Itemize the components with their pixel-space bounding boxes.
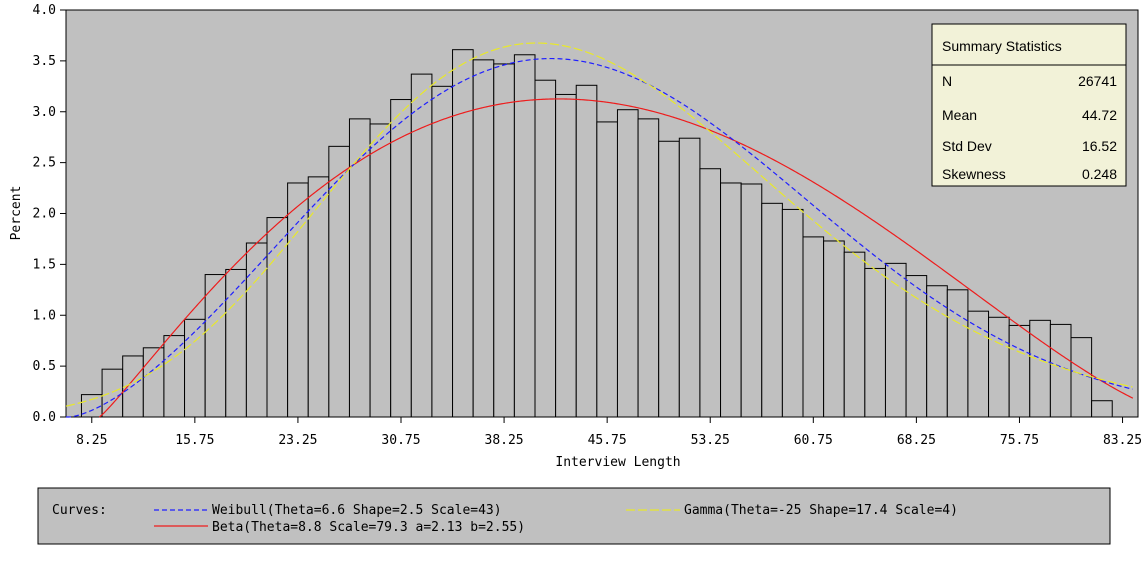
histogram-bar <box>864 267 886 418</box>
legend-entry-beta: Beta(Theta=8.8 Scale=79.3 a=2.13 b=2.55) <box>212 520 525 535</box>
histogram-bar <box>369 123 392 418</box>
y-tick-label: 2.0 <box>33 207 56 222</box>
stat-label-std-dev: Std Dev <box>942 138 992 154</box>
histogram-bar <box>307 176 330 418</box>
x-tick-label: 83.25 <box>1103 433 1142 448</box>
x-tick-label: 68.25 <box>897 433 936 448</box>
stat-value-mean: 44.72 <box>1082 107 1117 123</box>
histogram-bar <box>225 268 247 418</box>
histogram-bar <box>390 99 412 418</box>
stat-label-mean: Mean <box>942 107 977 123</box>
histogram-bar <box>988 316 1010 418</box>
histogram-bar <box>472 59 495 418</box>
histogram-bar <box>493 63 515 418</box>
histogram-bar <box>452 49 474 418</box>
x-tick-label: 45.75 <box>588 433 627 448</box>
histogram-bar <box>699 168 722 418</box>
y-axis-title: Percent <box>9 186 24 241</box>
histogram-bar <box>575 84 598 418</box>
summary-statistics-panel: Summary Statistics N 26741 Mean 44.72 St… <box>931 23 1127 187</box>
histogram-bar <box>946 289 969 418</box>
histogram-bar <box>266 217 289 418</box>
y-tick-label: 4.0 <box>33 3 56 18</box>
histogram-bar <box>905 275 928 418</box>
histogram-bar <box>1049 323 1072 418</box>
stat-label-n: N <box>942 73 952 89</box>
histogram-bar <box>658 140 680 418</box>
histogram-bar <box>410 73 433 418</box>
curve-beta <box>98 98 1134 418</box>
histogram-bar <box>843 251 866 418</box>
y-tick-label: 3.0 <box>33 105 56 120</box>
histogram-bar <box>555 93 577 418</box>
x-tick-label: 23.25 <box>278 433 317 448</box>
x-tick-label: 53.25 <box>691 433 730 448</box>
histogram-bar <box>1008 324 1031 418</box>
histogram-bar <box>163 335 186 418</box>
histogram-bar <box>596 121 618 418</box>
histogram-bar <box>616 109 639 418</box>
legend-label: Curves: <box>52 503 107 518</box>
stat-label-skewness: Skewness <box>942 166 1006 182</box>
y-tick-label: 2.5 <box>33 156 56 171</box>
histogram-bar <box>204 274 227 418</box>
histogram-bar <box>184 318 206 418</box>
curve-weibull <box>66 57 1133 418</box>
x-tick-label: 15.75 <box>175 433 214 448</box>
histogram-bar <box>823 240 845 418</box>
stat-value-n: 26741 <box>1078 73 1117 89</box>
histogram-bar <box>431 85 454 418</box>
histogram-bar <box>142 347 165 418</box>
y-tick-label: 0.5 <box>33 359 56 374</box>
x-tick-label: 38.25 <box>485 433 524 448</box>
histogram-bar <box>513 54 536 418</box>
histogram-bar <box>245 242 268 418</box>
stat-value-skewness: 0.248 <box>1082 166 1117 182</box>
legend-entry-gamma: Gamma(Theta=-25 Shape=17.4 Scale=4) <box>684 503 958 518</box>
histogram-bar <box>637 118 660 418</box>
x-tick-label: 60.75 <box>794 433 833 448</box>
curve-gamma <box>65 42 1133 407</box>
summary-title: Summary Statistics <box>942 38 1062 54</box>
histogram-bar <box>761 202 783 418</box>
x-axis-title: Interview Length <box>555 455 680 470</box>
histogram-bar <box>287 182 309 418</box>
x-tick-label: 30.75 <box>381 433 420 448</box>
histogram-bar <box>1070 337 1093 418</box>
y-tick-label: 3.5 <box>33 54 56 69</box>
legend-entry-weibull: Weibull(Theta=6.6 Shape=2.5 Scale=43) <box>212 503 502 518</box>
histogram-bar <box>101 368 124 418</box>
y-tick-label: 0.0 <box>33 410 56 425</box>
histogram-bar <box>781 208 804 418</box>
y-tick-label: 1.0 <box>33 308 56 323</box>
y-tick-label: 1.5 <box>33 257 56 272</box>
histogram-bar <box>1091 400 1113 418</box>
x-tick-label: 75.75 <box>1000 433 1039 448</box>
histogram-bar <box>884 262 907 418</box>
legend: Curves: Weibull(Theta=6.6 Shape=2.5 Scal… <box>37 487 1111 545</box>
stat-value-std-dev: 16.52 <box>1082 138 1117 154</box>
histogram-bar <box>678 137 701 418</box>
histogram-bar <box>720 182 742 418</box>
histogram-bar <box>348 118 371 418</box>
histogram-bar <box>740 183 763 418</box>
histogram-bar <box>802 236 825 418</box>
x-tick-label: 8.25 <box>76 433 107 448</box>
histogram-bar <box>534 79 557 418</box>
